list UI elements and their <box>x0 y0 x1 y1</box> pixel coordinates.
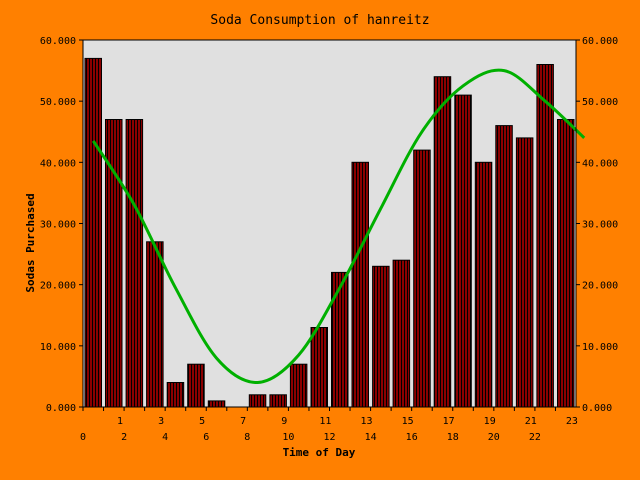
y-tick-label: 10.000 <box>40 342 76 353</box>
bar-2 <box>125 119 144 408</box>
y-tick-label: 20.000 <box>40 281 76 292</box>
bar-10 <box>289 363 308 408</box>
x-tick-label: 23 <box>566 416 578 427</box>
y-tick-label-right: 30.000 <box>582 220 618 231</box>
y-tick-label: 40.000 <box>40 158 76 169</box>
axes-layer: 0.000 0.000 10.000 10.000 20.000 20.000 30.000… <box>40 36 618 443</box>
y-tick-label: 30.000 <box>40 220 76 231</box>
x-tick-label: 9 <box>281 416 287 427</box>
x-tick-label: 1 <box>117 416 123 427</box>
x-tick-label: 5 <box>199 416 205 427</box>
bar-21 <box>515 137 534 408</box>
bar-0 <box>84 57 102 408</box>
bar-12 <box>331 271 349 408</box>
bar-17 <box>433 76 452 408</box>
x-tick-label: 18 <box>447 432 459 443</box>
bar-5 <box>187 363 205 408</box>
x-tick-label: 2 <box>121 432 127 443</box>
y-tick-label-right: 10.000 <box>582 342 618 353</box>
x-axis-label: Time of Day <box>283 446 356 459</box>
bar-18 <box>454 94 472 408</box>
x-tick-label: 0 <box>80 432 86 443</box>
x-tick-label: 10 <box>282 432 294 443</box>
bar-4 <box>166 382 185 408</box>
chart-title: Soda Consumption of hanreitz <box>210 13 429 28</box>
y-tick-label: 0.000 <box>46 403 76 414</box>
x-tick-label: 6 <box>203 432 209 443</box>
y-tick-label-right: 0.000 <box>582 403 612 414</box>
bar-15 <box>392 259 411 408</box>
bar-13 <box>351 161 369 408</box>
bar-3 <box>146 241 164 408</box>
bars-layer <box>84 57 575 408</box>
bar-23 <box>557 119 575 408</box>
x-tick-label: 16 <box>406 432 418 443</box>
x-tick-label: 3 <box>158 416 164 427</box>
bar-6 <box>207 400 226 408</box>
x-tick-label: 14 <box>365 432 377 443</box>
y-tick-label: 60.000 <box>40 36 76 47</box>
x-tick-label: 12 <box>323 432 335 443</box>
x-tick-label: 22 <box>529 432 541 443</box>
y-tick-label-right: 60.000 <box>582 36 618 47</box>
bar-8 <box>248 394 267 408</box>
bar-20 <box>495 125 513 408</box>
x-tick-label: 20 <box>488 432 500 443</box>
bar-22 <box>536 64 554 408</box>
bar-14 <box>372 265 390 408</box>
bar-9 <box>269 394 287 408</box>
trend-layer <box>92 68 586 385</box>
x-tick-label: 21 <box>525 416 537 427</box>
x-tick-label: 4 <box>162 432 168 443</box>
x-tick-label: 19 <box>484 416 496 427</box>
bar-11 <box>310 327 328 408</box>
x-tick-label: 11 <box>319 416 331 427</box>
x-tick-label: 7 <box>240 416 246 427</box>
plot-area <box>83 40 576 407</box>
x-tick-label: 15 <box>402 416 414 427</box>
y-tick-label-right: 20.000 <box>582 281 618 292</box>
x-tick-label: 13 <box>360 416 372 427</box>
y-tick-label-right: 40.000 <box>582 158 618 169</box>
x-tick-label: 17 <box>443 416 455 427</box>
trend-line <box>92 68 586 385</box>
y-tick-label-right: 50.000 <box>582 97 618 108</box>
x-tick-label: 8 <box>244 432 250 443</box>
y-axis-label: Sodas Purchased <box>24 193 37 292</box>
y-tick-label: 50.000 <box>40 97 76 108</box>
bar-16 <box>413 149 431 408</box>
bar-19 <box>474 161 493 408</box>
